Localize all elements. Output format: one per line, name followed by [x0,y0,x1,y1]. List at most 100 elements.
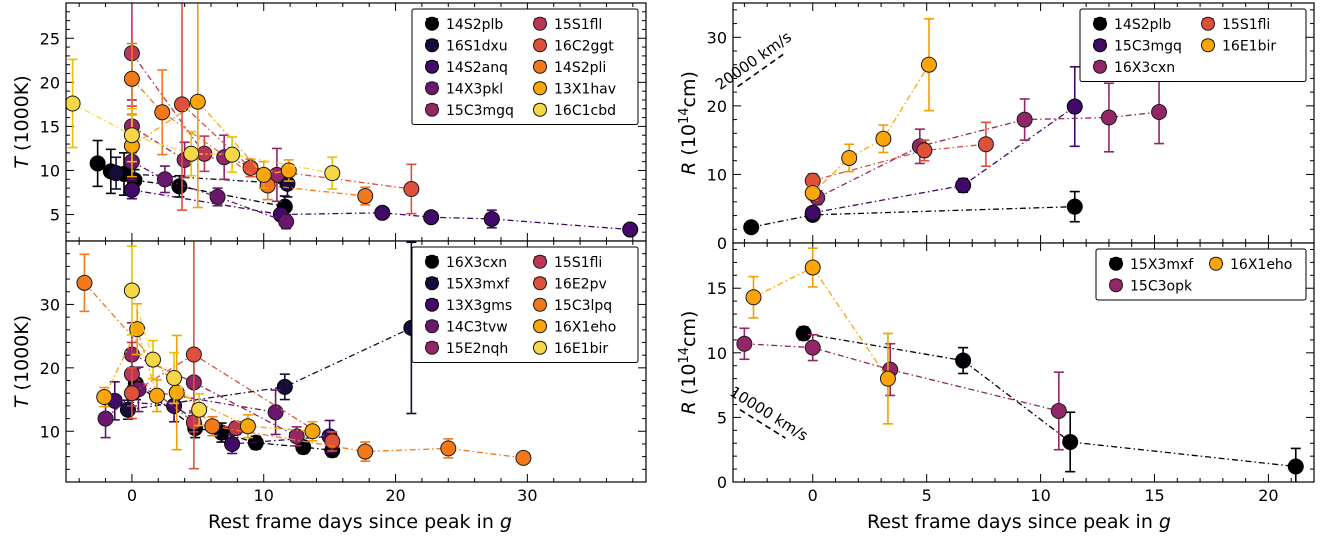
data-point [89,155,106,172]
data-point [920,56,937,73]
data-point [875,130,892,147]
x-tick-label: 20 [1258,486,1278,505]
legend-label: 13X1hav [554,81,616,97]
data-layer [736,247,1304,482]
y-axis-label: T (1000K) [11,315,33,408]
x-tick-label: 5 [922,486,932,505]
legend-label: 16X1eho [1230,257,1292,273]
data-point [977,136,994,153]
legend-marker [425,102,439,117]
legend: 14S2plb 16S1dxu 14S2anq 14X3pkl 15C3mgq 15S1f… [411,8,639,125]
data-point [166,369,183,386]
legend-label: 16X1eho [554,319,616,335]
legend-label: 14S2pli [554,60,606,76]
data-point [97,410,114,427]
data-point [129,321,146,338]
legend-label: 15X3mxf [1130,257,1194,273]
legend-marker [533,16,547,31]
panel-temperature-top: 5 10 15 20 25 14S2plb 16S1dxu 14S2anq 14X3pkl 15C… [11,2,647,242]
legend-marker [425,16,439,31]
data-point [879,370,896,387]
legend-label: 16S1dxu [446,38,508,54]
data-layer [66,3,639,238]
series-line [812,64,930,194]
data-point [156,171,173,188]
data-point [189,93,206,110]
legend-label: 16E1bir [1222,38,1276,54]
y-tick-label: 15 [707,279,727,298]
data-point [804,184,821,201]
data-point [154,104,171,121]
data-point [804,259,821,276]
series-line [116,172,288,185]
x-tick-label: 10 [254,486,274,505]
data-point [224,435,241,452]
series-line [131,161,287,223]
series-16S1dxu [108,156,296,198]
data-point [745,289,762,306]
legend-label: 14C3tvw [446,319,508,335]
series-line [131,290,200,411]
y-tick-label: 30 [40,295,60,314]
y-tick-label: 20 [40,73,60,92]
data-point [185,346,202,363]
series-line [817,111,1160,199]
legend: 14S2plb 15C3mgq 16X3cxn 15S1fli 16E1bir [1079,8,1307,82]
data-point [204,418,221,435]
series-14X3pkl [123,143,295,230]
plot-frame [732,242,1315,483]
legend-marker [533,340,547,355]
legend-marker [533,319,547,334]
y-tick-label: 20 [40,359,60,378]
legend-frame [1095,248,1307,301]
legend-marker [1201,38,1215,53]
series-16E2pv [123,241,341,470]
y-tick-label: 15 [40,117,60,136]
y-tick-label: 5 [50,206,60,225]
data-point [304,423,321,440]
x-tick-label: 15 [1144,486,1164,505]
legend-marker [425,81,439,96]
legend-label: 16E1bir [554,341,608,357]
series-line [72,102,333,174]
legend-marker [425,254,439,269]
legend-label: 15S1fli [1222,17,1270,33]
plot-frame [65,240,647,483]
legend-label: 16C1cbd [554,103,616,119]
data-point [148,387,165,404]
legend-label: 15C3opk [1130,278,1193,294]
legend-marker [425,59,439,74]
data-point [1066,98,1083,115]
legend-label: 15C3mgq [446,103,514,119]
legend-marker [425,276,439,291]
data-point [804,339,821,356]
x-tick-label: 0 [808,486,818,505]
y-tick-label: 10 [40,422,60,441]
data-point [276,378,293,395]
data-layer [743,17,1168,236]
data-point [795,325,812,342]
series-14S2pli [123,42,374,206]
legend-label: 16C2ggt [554,38,614,54]
x-axis-label-right: Rest frame days since peak in g [867,511,1171,533]
data-point [1016,111,1033,128]
y-axis-label: T (1000K) [11,75,33,168]
legend-marker [425,340,439,355]
data-point [255,166,272,183]
data-point [483,210,500,227]
series-14S2anq [123,180,639,238]
y-tick-label: 5 [717,408,727,427]
legend-label: 15S1fll [554,17,602,33]
legend-marker [425,319,439,334]
data-point [357,188,374,205]
legend-frame [411,246,639,363]
data-point [123,282,140,299]
series-16X1eho [96,302,321,451]
y-tick-label: 20 [707,97,727,116]
data-layer [76,241,532,470]
series-16C1cbd [66,58,341,190]
series-16E1bir [804,17,937,201]
data-point [1151,104,1168,121]
data-point [123,385,140,402]
legend-label: 14S2plb [1114,17,1171,33]
